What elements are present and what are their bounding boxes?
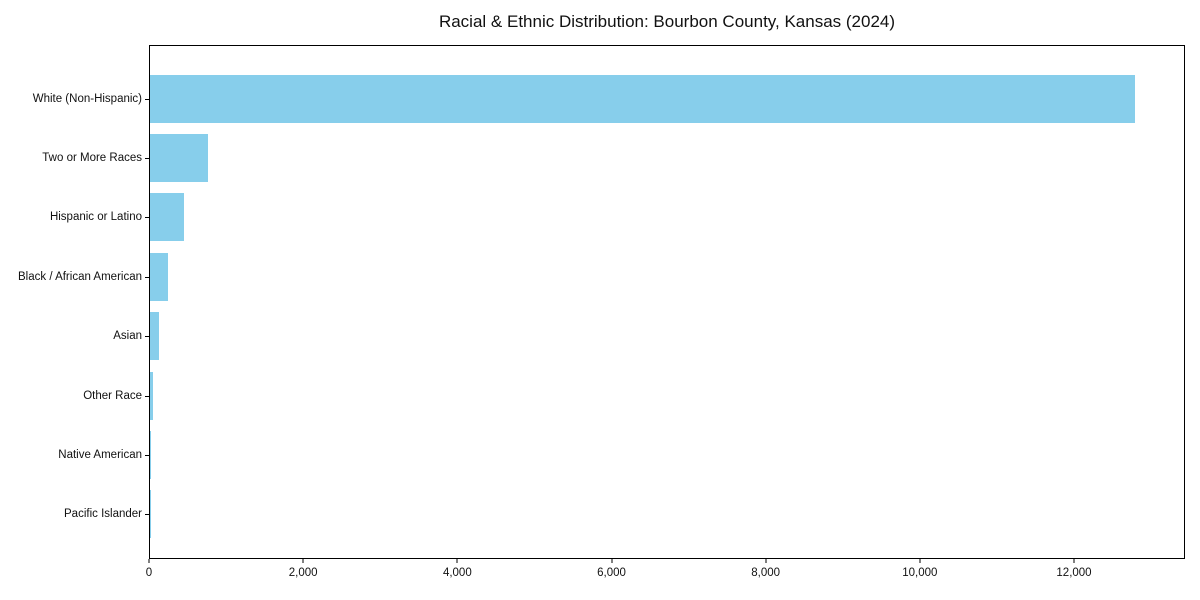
y-tick-mark <box>145 158 149 160</box>
bar-row: Asian <box>113 307 1184 366</box>
y-tick-mark <box>145 217 149 219</box>
y-axis-label: Two or More Races <box>42 152 142 165</box>
x-tick-mark <box>456 559 458 563</box>
bar-row: Pacific Islander <box>64 485 1184 544</box>
bar-row: Black / African American <box>18 247 1184 306</box>
x-tick-label: 6,000 <box>597 567 626 579</box>
bar <box>150 371 154 420</box>
y-tick-mark <box>145 276 149 278</box>
x-tick-mark <box>302 559 304 563</box>
x-tick-mark <box>148 559 150 563</box>
y-axis-label: Hispanic or Latino <box>49 211 142 224</box>
y-tick-mark <box>145 395 149 397</box>
bar-row: Two or More Races <box>42 128 1184 187</box>
bar <box>150 430 151 479</box>
y-axis-label: Asian <box>113 330 142 343</box>
x-tick-mark <box>919 559 921 563</box>
bar-row: Other Race <box>83 366 1184 425</box>
bar <box>150 312 159 361</box>
x-tick-mark <box>765 559 767 563</box>
bar-row: Native American <box>58 425 1184 484</box>
y-axis-label: White (Non-Hispanic) <box>32 92 142 105</box>
x-tick-label: 10,000 <box>902 567 938 579</box>
x-tick-label: 4,000 <box>442 567 472 579</box>
bar-row: White (Non-Hispanic) <box>33 69 1184 128</box>
x-tick-label: 2,000 <box>288 567 318 579</box>
bar <box>150 252 168 301</box>
bar-row: Hispanic or Latino <box>50 188 1184 247</box>
plot-area: White (Non-Hispanic) Two or More Races His… <box>18 45 1185 559</box>
y-tick-mark <box>145 454 149 456</box>
x-tick-label: 12,000 <box>1056 567 1092 579</box>
x-axis: 0 2,000 4,000 6,000 8,000 10,000 12,000 <box>145 559 1185 591</box>
bar <box>150 193 184 242</box>
y-axis-label: Native American <box>58 448 142 461</box>
x-tick-mark <box>611 559 612 563</box>
y-tick-mark <box>145 336 149 338</box>
bar <box>150 134 208 183</box>
y-axis-label: Pacific Islander <box>64 508 142 521</box>
y-axis-label: Black / African American <box>18 270 142 283</box>
x-tick-label: 8,000 <box>751 567 781 579</box>
x-tick-label: 0 <box>145 567 153 579</box>
y-axis-label: Other Race <box>83 389 142 402</box>
x-tick-mark <box>1073 559 1075 563</box>
chart-title: Racial & Ethnic Distribution: Bourbon Co… <box>438 12 896 31</box>
bar-rows-container: White (Non-Hispanic) Two or More Races His… <box>18 46 1184 558</box>
bar <box>150 74 1135 123</box>
y-tick-mark <box>145 514 149 516</box>
y-tick-mark <box>145 98 149 100</box>
